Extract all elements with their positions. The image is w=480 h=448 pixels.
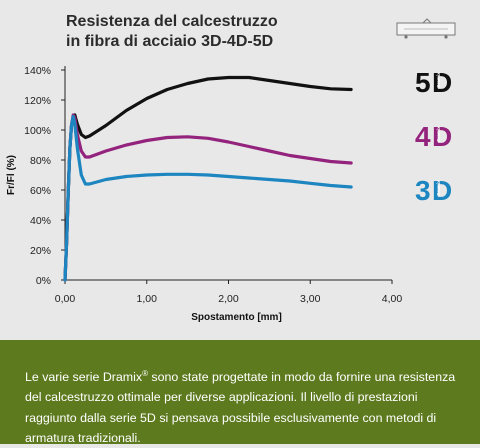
y-axis-label: Fr/Fl (%) xyxy=(6,155,17,195)
description-text: Le varie serie Dramix® sono state proget… xyxy=(25,364,465,448)
chart-title-line-2: in fibra di acciaio 3D-4D-5D xyxy=(66,33,274,50)
line-chart: 0% 20% 40% 60% 80% 100% 120% 140% 0,00 1,00 2,00 3… xyxy=(6,65,452,323)
x-axis-ticks: 0,00 1,00 2,00 3,00 4,00 xyxy=(55,280,403,305)
legend-badge-brand: Dramix xyxy=(436,180,441,196)
chart-axes xyxy=(64,66,392,281)
legend-badge-letter: D xyxy=(432,67,452,98)
description-panel: Le varie serie Dramix® sono state proget… xyxy=(0,340,480,445)
legend-badge-brand: Dramix xyxy=(436,72,441,88)
y-tick-label: 80% xyxy=(30,155,51,167)
legend-badge-digit: 4 xyxy=(415,121,431,152)
y-tick-label: 0% xyxy=(36,275,51,287)
legend-badge-letter: D xyxy=(432,121,452,152)
y-tick-label: 40% xyxy=(30,215,51,227)
legend-badge-digit: 5 xyxy=(415,67,431,98)
y-tick-label: 60% xyxy=(30,185,51,197)
y-tick-label: 120% xyxy=(24,95,51,107)
legend-badge-digit: 3 xyxy=(415,175,431,206)
x-tick-label: 1,00 xyxy=(137,293,158,305)
chart-title: Resistenza del calcestruzzo in fibra di … xyxy=(66,12,278,52)
x-tick-label: 2,00 xyxy=(218,293,239,305)
y-tick-label: 20% xyxy=(30,245,51,257)
x-tick-label: 0,00 xyxy=(55,293,76,305)
y-tick-label: 140% xyxy=(24,65,51,77)
x-tick-label: 3,00 xyxy=(300,293,321,305)
y-tick-label: 100% xyxy=(24,125,51,137)
chart-series xyxy=(63,75,353,282)
series-line-3D xyxy=(63,114,353,282)
x-axis-label: Spostamento [mm] xyxy=(191,312,282,323)
description-part-2: sono state progettate in modo da fornire… xyxy=(25,370,456,445)
legend-badge-brand: Dramix xyxy=(436,126,441,142)
chart-panel: Resistenza del calcestruzzo in fibra di … xyxy=(6,12,456,323)
description-part-1: Le varie serie Dramix xyxy=(25,370,143,385)
chart-title-line-1: Resistenza del calcestruzzo xyxy=(66,13,278,30)
series-line-4D xyxy=(63,113,353,282)
legend-badge-letter: D xyxy=(432,175,452,206)
beam-test-icon xyxy=(396,18,456,39)
registered-mark: ® xyxy=(142,369,148,378)
y-axis-ticks: 0% 20% 40% 60% 80% 100% 120% 140% xyxy=(24,65,65,287)
x-tick-label: 4,00 xyxy=(382,293,403,305)
